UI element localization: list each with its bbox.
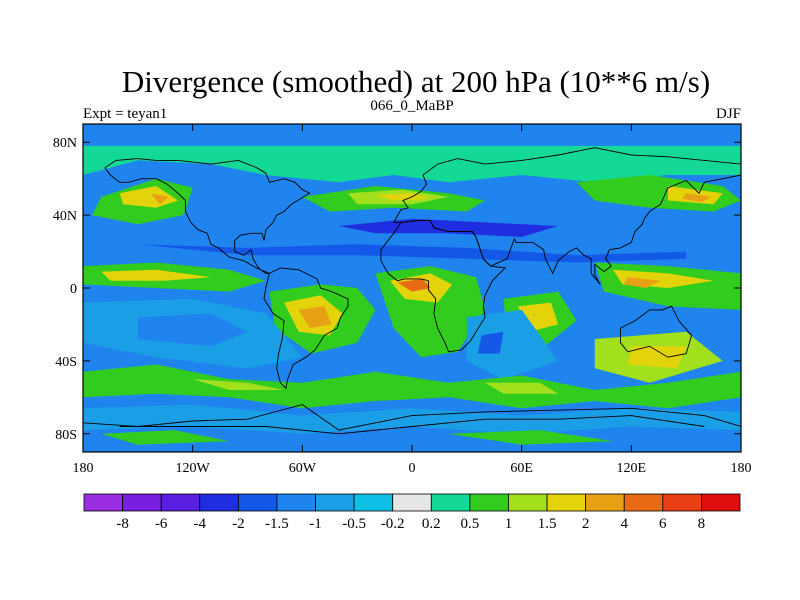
field-region-6 <box>375 193 431 201</box>
map-panel <box>82 123 742 453</box>
field-region-27 <box>627 346 687 369</box>
colorbar-swatch <box>508 493 548 512</box>
field-region-2 <box>119 186 178 208</box>
field-region-36 <box>101 430 230 445</box>
y-tick-label: 80N <box>53 136 77 151</box>
colorbar-label: 2 <box>582 516 590 532</box>
field-region-17 <box>298 306 332 329</box>
y-axis: 80N 40N 0 40S 80S <box>53 136 741 443</box>
colorbar-swatch <box>83 493 123 512</box>
field-region-20 <box>397 278 431 292</box>
colorbar-swatch <box>430 493 471 512</box>
colorbar-swatch <box>701 493 741 512</box>
x-tick-label: 120W <box>176 461 211 476</box>
field-region-29 <box>137 313 248 347</box>
colorbar-swatch <box>585 493 625 512</box>
colorbar-swatch <box>546 493 587 512</box>
colorbar-swatch <box>122 493 162 512</box>
coastline-6 <box>119 415 705 435</box>
coastline-5 <box>83 404 741 431</box>
y-tick-label: 40N <box>53 209 77 224</box>
colorbar-swatch <box>392 493 432 512</box>
x-tick-label: 60W <box>289 461 317 476</box>
field-region-34 <box>485 382 559 394</box>
colorbar-swatch <box>315 493 355 512</box>
x-axis: 180 120W 60W 0 60E 120E 180 <box>73 124 752 476</box>
field-region-3 <box>150 193 169 205</box>
colorbar-label: 4 <box>620 516 628 532</box>
colorbar-label: 8 <box>698 516 706 532</box>
coastline-2 <box>393 147 741 285</box>
field-region-9 <box>682 193 712 203</box>
colorbar-label: -6 <box>155 516 168 532</box>
coastline-4 <box>619 305 693 358</box>
x-tick-label: 180 <box>73 461 94 476</box>
colorbar-label: -1.5 <box>265 516 289 532</box>
colorbar-swatch <box>237 493 278 512</box>
colorbar-label: -0.2 <box>381 516 405 532</box>
field-region-12 <box>338 218 559 237</box>
colorbar-swatch <box>469 493 509 512</box>
x-tick-label: 120E <box>617 461 647 476</box>
field-region-11 <box>137 244 687 263</box>
field-region-25 <box>624 277 661 288</box>
colorbar-label: 0.5 <box>461 516 480 532</box>
colorbar-label: 1 <box>505 516 513 532</box>
colorbar-label: 6 <box>659 516 667 532</box>
colorbar-label: -8 <box>116 516 129 532</box>
y-tick-label: 80S <box>55 428 77 443</box>
field-region-14 <box>101 269 211 281</box>
subtitle-left: Expt = teyan1 <box>83 106 167 122</box>
colorbar-swatch <box>160 493 201 512</box>
divergence-field <box>83 145 741 445</box>
field-region-32 <box>83 364 741 409</box>
coastline-0 <box>104 158 311 274</box>
colorbar-label: -4 <box>194 516 207 532</box>
field-region-31 <box>477 331 504 354</box>
field-region-0 <box>83 145 741 183</box>
colorbar-label: -1 <box>309 516 322 532</box>
x-tick-label: 0 <box>409 461 416 476</box>
x-tick-label: 180 <box>731 461 752 476</box>
colorbar-swatch <box>353 493 394 512</box>
colorbar: -8 -6 -4 -2 -1.5 -1 -0.5 -0.2 0.2 0.5 1 1.5 2 4 6 8 <box>83 493 741 532</box>
x-tick-label: 60E <box>510 461 533 476</box>
field-region-37 <box>448 430 614 445</box>
colorbar-label: -0.5 <box>342 516 366 532</box>
colorbar-swatch <box>662 493 702 512</box>
subtitle-center: 066_0_MaBP <box>370 98 453 114</box>
coastline-1 <box>263 267 349 390</box>
field-region-30 <box>466 309 559 380</box>
colorbar-label: -2 <box>232 516 245 532</box>
y-tick-label: 40S <box>55 355 77 370</box>
colorbar-swatch <box>623 493 664 512</box>
colorbar-label: 1.5 <box>538 516 557 532</box>
coastlines <box>83 147 741 435</box>
colorbar-swatch <box>276 493 316 512</box>
coastline-3 <box>380 220 507 353</box>
chart-title: Divergence (smoothed) at 200 hPa (10**6 … <box>122 64 710 99</box>
colorbar-swatch <box>199 493 239 512</box>
y-tick-label: 0 <box>70 282 77 297</box>
field-region-33 <box>192 379 285 390</box>
colorbar-label: 0.2 <box>422 516 441 532</box>
subtitle-right: DJF <box>716 106 741 122</box>
